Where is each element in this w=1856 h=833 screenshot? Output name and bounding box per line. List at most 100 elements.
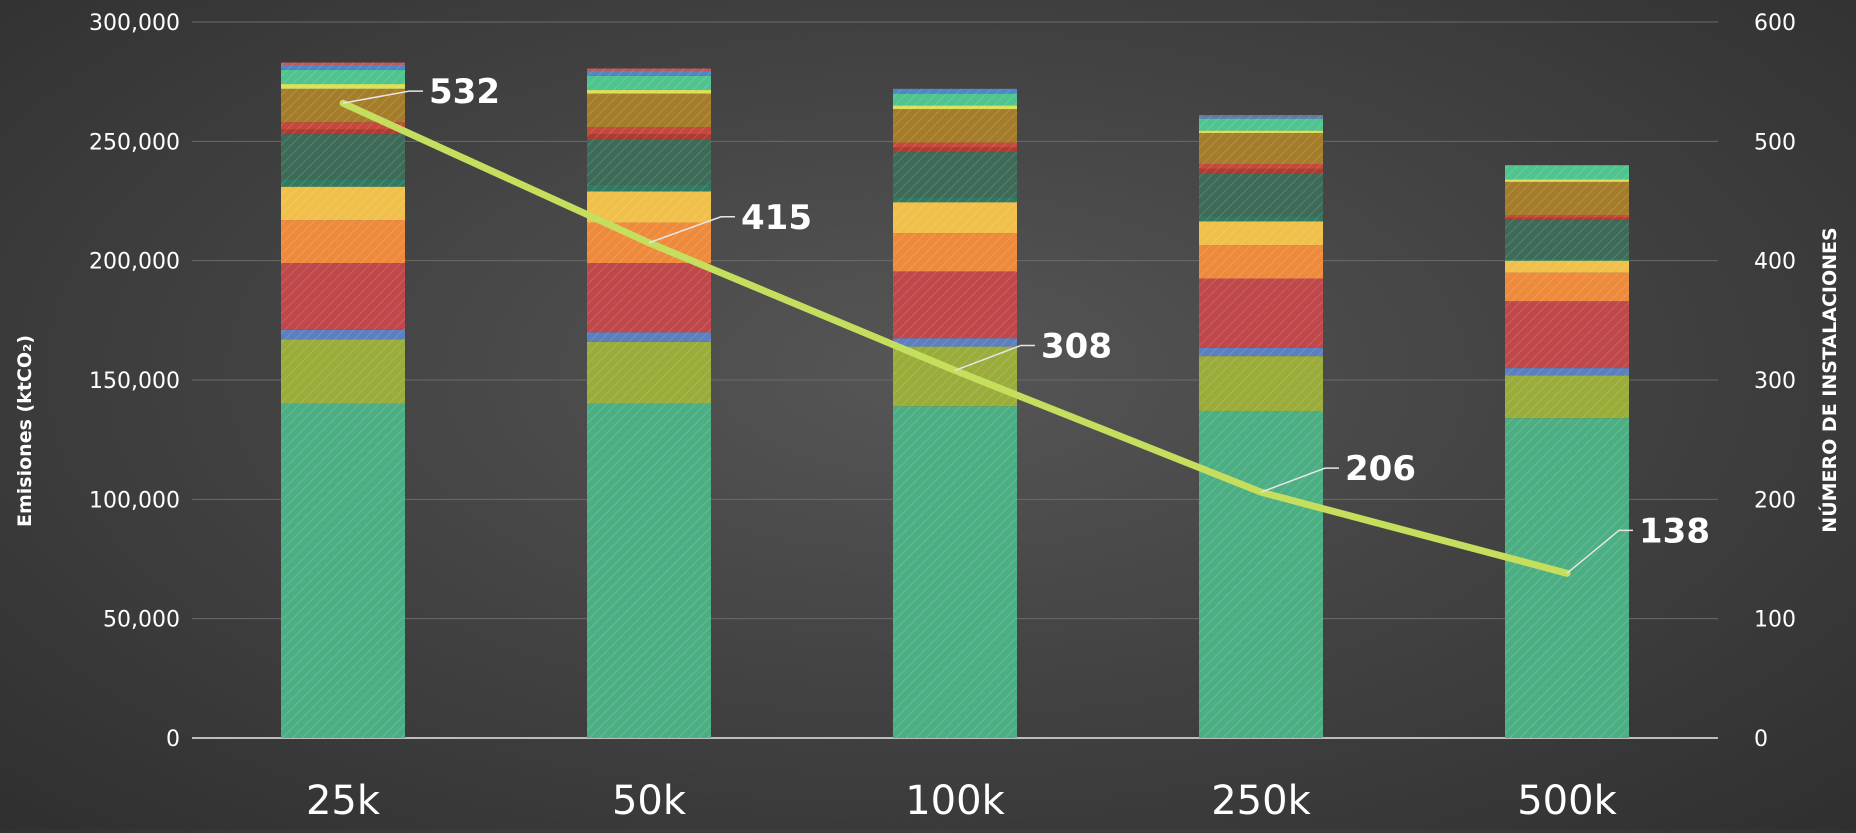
bar-segment-texture <box>893 197 1017 203</box>
bar-segment-texture <box>1199 245 1323 279</box>
bar-segment-texture <box>893 109 1017 143</box>
bar-segment-texture <box>1505 260 1629 273</box>
y2-tick-label: 300 <box>1754 369 1796 394</box>
x-tick-label: 500k <box>1517 778 1617 824</box>
y-tick-label: 200,000 <box>89 250 180 275</box>
bar-segment-texture <box>893 93 1017 106</box>
bar-segment-texture <box>893 142 1017 148</box>
bar-segment-texture <box>893 233 1017 272</box>
bar-segment-texture <box>1199 173 1323 217</box>
bar-segment-texture <box>587 191 711 223</box>
left-axis-title: Emisiones (ktCO₂) <box>14 335 36 527</box>
bar-segment-texture <box>1505 272 1629 302</box>
y2-tick-label: 200 <box>1754 488 1796 513</box>
bar-segment-texture <box>281 329 405 340</box>
y-tick-label: 0 <box>166 727 180 752</box>
bar-segment-texture <box>281 220 405 264</box>
bar-segment-texture <box>281 129 405 135</box>
bar-segment-texture <box>587 403 711 738</box>
bar-segment-texture <box>281 179 405 187</box>
bar-segment-texture <box>893 338 1017 347</box>
bar-segment-texture <box>587 184 711 192</box>
bar-segment-texture <box>1199 347 1323 357</box>
bar-segment-texture <box>281 186 405 221</box>
bar-segment-texture <box>281 134 405 180</box>
bar-segment-texture <box>281 263 405 330</box>
bar-segment-texture <box>587 263 711 333</box>
bar-segment-texture <box>587 127 711 135</box>
bar-segment-texture <box>281 122 405 130</box>
bar-segment-texture <box>1199 164 1323 169</box>
bar-segment-texture <box>587 75 711 91</box>
data-label: 532 <box>429 72 500 112</box>
bar-segment-texture <box>1199 130 1323 133</box>
bar-segment-texture <box>893 88 1017 94</box>
x-tick-label: 50k <box>612 778 687 824</box>
data-label: 206 <box>1345 449 1416 489</box>
bar-segment-texture <box>1199 168 1323 174</box>
y2-tick-label: 600 <box>1754 11 1796 36</box>
y-tick-label: 50,000 <box>103 608 180 633</box>
y2-tick-label: 400 <box>1754 250 1796 275</box>
x-tick-label: 100k <box>905 778 1005 824</box>
bar-segment-texture <box>281 84 405 89</box>
data-label-leader <box>648 216 735 244</box>
bar-segment-texture <box>281 62 405 65</box>
bar-segment-texture <box>281 403 405 738</box>
bar-segment-texture <box>1505 368 1629 376</box>
bar-segment-texture <box>587 93 711 128</box>
y-tick-label: 100,000 <box>89 488 180 513</box>
bar-segment-texture <box>1505 418 1629 738</box>
bar-segment-texture <box>1199 132 1323 165</box>
bar-segment-texture <box>587 134 711 139</box>
data-label: 308 <box>1041 326 1112 366</box>
bar-segment-texture <box>1505 375 1629 419</box>
data-label-leader <box>954 344 1035 372</box>
x-tick-label: 250k <box>1211 778 1311 824</box>
bar-segment-texture <box>1199 118 1323 131</box>
bar-segment-texture <box>1199 115 1323 117</box>
bar-segment-texture <box>281 64 405 70</box>
bar-segment-texture <box>1505 165 1629 180</box>
bar-segment-texture <box>1505 258 1629 261</box>
bar-segment-texture <box>281 69 405 85</box>
bar-segment-texture <box>893 105 1017 110</box>
bar-segment-texture <box>281 339 405 404</box>
data-label: 415 <box>741 198 812 238</box>
bar-segment-texture <box>1199 116 1323 119</box>
data-label-leader <box>342 90 423 104</box>
bar-segment-texture <box>893 147 1017 153</box>
data-label-leader <box>1260 467 1339 493</box>
y-tick-label: 250,000 <box>89 130 180 155</box>
bar-segment-texture <box>1505 181 1629 216</box>
bar-segment-texture <box>587 138 711 185</box>
bar-segment-texture <box>1199 278 1323 348</box>
bar-segment-texture <box>587 332 711 342</box>
bars <box>281 62 1629 738</box>
bar-segment-texture <box>893 406 1017 738</box>
bar-segment-texture <box>893 152 1017 198</box>
x-tick-label: 25k <box>306 778 381 824</box>
bar-segment-texture <box>893 202 1017 234</box>
bar-segment-texture <box>1505 217 1629 221</box>
bar-segment-texture <box>587 70 711 76</box>
bar-segment-texture <box>1199 216 1323 222</box>
bar-segment-texture <box>1505 215 1629 218</box>
bar-segment-texture <box>1199 356 1323 412</box>
bar-segment-texture <box>587 68 711 71</box>
bar-segment-texture <box>1199 221 1323 246</box>
data-label-leader <box>1566 529 1633 574</box>
y-tick-label: 300,000 <box>89 11 180 36</box>
bar-segment-texture <box>1199 411 1323 738</box>
data-label: 138 <box>1639 511 1710 551</box>
bar-segment-texture <box>893 271 1017 339</box>
bar-segment-texture <box>587 341 711 404</box>
bar-segment-texture <box>1505 179 1629 182</box>
installations-line: 532 415 308 206 138 <box>339 72 1710 577</box>
y-tick-label: 150,000 <box>89 369 180 394</box>
axes: Emisiones (ktCO₂) NÚMERO DE INSTALACIONE… <box>14 11 1841 824</box>
right-axis-title: NÚMERO DE INSTALACIONES <box>1817 227 1841 532</box>
bar-segment-texture <box>587 90 711 94</box>
